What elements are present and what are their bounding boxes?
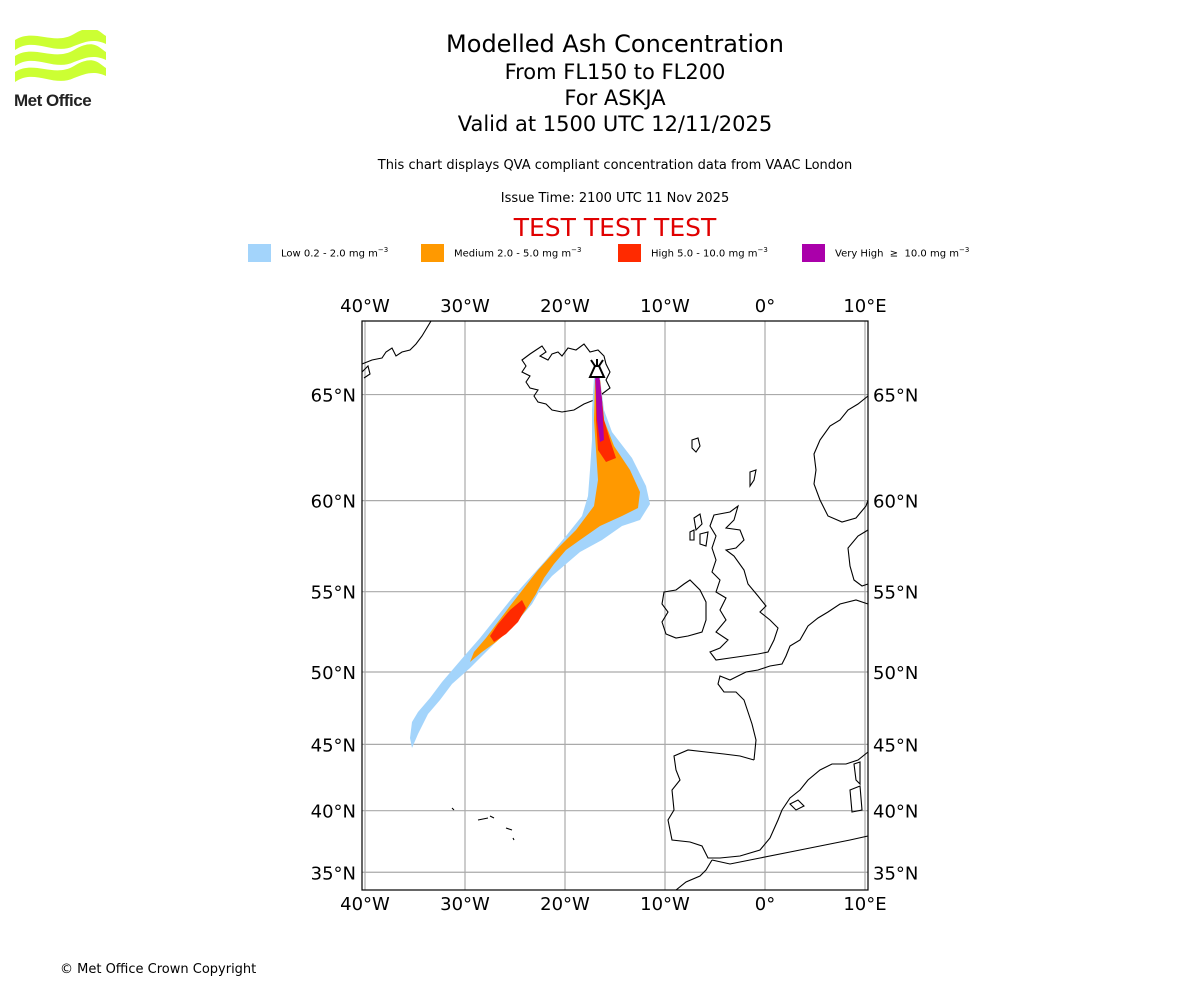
coast-shetland — [749, 469, 757, 488]
valid-time: Valid at 1500 UTC 12/11/2025 — [457, 112, 773, 136]
met-office-logo-icon — [15, 30, 106, 82]
coast-denmark — [847, 529, 869, 587]
lon-label-top: 0° — [755, 296, 775, 317]
legend-label-high: High 5.0 - 10.0 mg m — [651, 248, 758, 260]
lon-label-top: 10°E — [843, 296, 886, 317]
axis-labels: 40°W 40°W 30°W 30°W 20°W 20°W 10°W 10°W 0° 0° 10°E… — [311, 296, 919, 915]
lon-label-bottom: 30°W — [440, 894, 490, 915]
ash-plume — [410, 374, 650, 748]
coast-hebrides — [689, 513, 709, 547]
legend-exp-low: −3 — [377, 246, 389, 255]
coast-greenland — [361, 320, 432, 379]
lon-label-bottom: 40°W — [340, 894, 390, 915]
lon-label-bottom: 20°W — [540, 894, 590, 915]
coast-ireland — [661, 579, 707, 639]
lat-label-left: 40°N — [311, 802, 356, 823]
volcano-icon — [588, 359, 606, 378]
legend-label-medium: Medium 2.0 - 5.0 mg m — [454, 248, 572, 260]
lat-label-right: 60°N — [873, 492, 918, 513]
coast-corsica-sardinia — [849, 761, 863, 813]
lat-label-right: 40°N — [873, 802, 918, 823]
lat-label-right: 35°N — [873, 863, 918, 884]
legend-swatch-low — [248, 244, 271, 262]
legend-item-very-high: Very High ≥ 10.0 mg m−3 — [802, 244, 969, 262]
coast-great-britain — [709, 504, 779, 661]
issue-time: Issue Time: 2100 UTC 11 Nov 2025 — [500, 191, 730, 206]
coast-iceland — [521, 343, 611, 413]
legend-exp-very-high: −3 — [958, 246, 970, 255]
legend-swatch-very-high — [802, 244, 825, 262]
chart-title: Modelled Ash Concentration — [446, 30, 784, 58]
met-office-logo-text: Met Office — [14, 91, 92, 110]
plume-medium — [470, 380, 640, 662]
chart-title-block: Modelled Ash Concentration From FL150 to… — [315, 30, 915, 137]
lat-label-right: 55°N — [873, 583, 918, 604]
coast-africa — [675, 835, 869, 891]
coast-azores — [451, 807, 515, 841]
legend-swatch-medium — [421, 244, 444, 262]
graticule — [362, 321, 868, 890]
lon-label-bottom: 10°E — [843, 894, 886, 915]
lat-label-left: 45°N — [311, 735, 356, 756]
legend-item-low: Low 0.2 - 2.0 mg m−3 — [248, 244, 388, 262]
lat-label-right: 65°N — [873, 386, 918, 407]
lon-label-top: 30°W — [440, 296, 490, 317]
lat-label-left: 50°N — [311, 663, 356, 684]
test-banner: TEST TEST TEST — [513, 213, 717, 242]
lon-label-bottom: 0° — [755, 894, 775, 915]
lat-label-right: 45°N — [873, 735, 918, 756]
map-frame — [361, 320, 869, 891]
plume-very-high — [595, 374, 604, 442]
lat-label-left: 65°N — [311, 386, 356, 407]
legend-swatch-high — [618, 244, 641, 262]
legend-label-low: Low 0.2 - 2.0 mg m — [281, 248, 378, 260]
lon-label-top: 10°W — [640, 296, 690, 317]
legend-exp-medium: −3 — [571, 246, 582, 255]
plume-low — [410, 378, 650, 748]
lat-label-left: 60°N — [311, 492, 356, 513]
lat-label-left: 35°N — [311, 863, 356, 884]
coast-iberia — [667, 749, 869, 859]
lon-label-top: 40°W — [340, 296, 390, 317]
flight-level-range: From FL150 to FL200 — [504, 60, 726, 84]
coast-balearics — [789, 799, 805, 811]
legend-item-high: High 5.0 - 10.0 mg m−3 — [618, 244, 768, 262]
coast-continent — [717, 599, 869, 761]
lon-label-bottom: 10°W — [640, 894, 690, 915]
copyright: © Met Office Crown Copyright — [60, 962, 257, 977]
coast-norway — [813, 395, 869, 523]
lat-label-left: 55°N — [311, 583, 356, 604]
legend-item-medium: Medium 2.0 - 5.0 mg m−3 — [421, 244, 581, 262]
lat-label-right: 50°N — [873, 663, 918, 684]
coast-faroe — [691, 437, 701, 453]
legend-exp-high: −3 — [757, 246, 768, 255]
volcano-name: For ASKJA — [564, 86, 666, 110]
chart-subtitle: This chart displays QVA compliant concen… — [377, 158, 853, 173]
lon-label-top: 20°W — [540, 296, 590, 317]
coastlines — [361, 320, 869, 891]
legend-label-very-high: Very High ≥ 10.0 mg m — [835, 248, 959, 260]
